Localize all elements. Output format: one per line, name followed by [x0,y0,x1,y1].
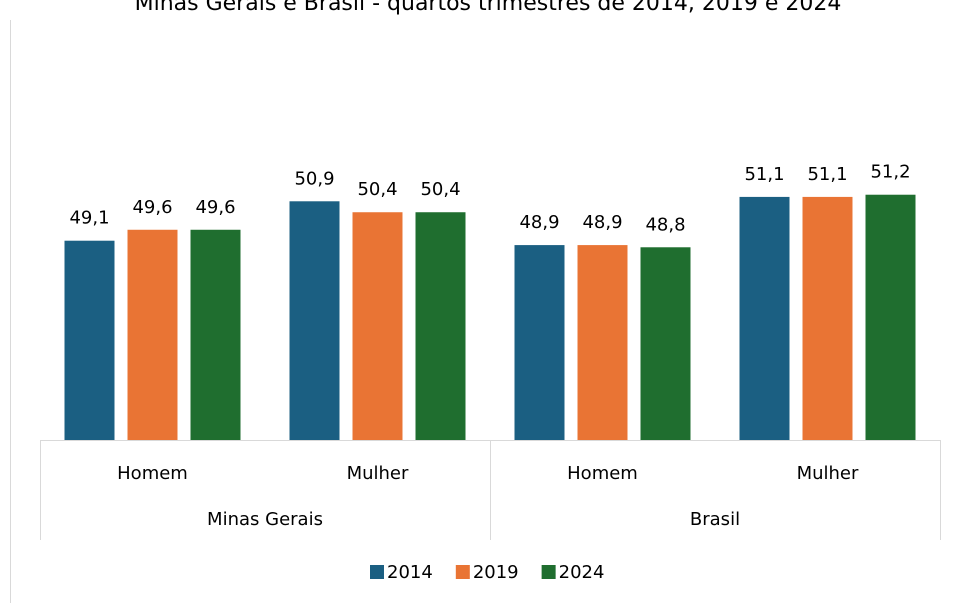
legend-swatch [541,565,556,579]
bar [865,194,916,440]
bar [577,245,628,440]
bar [289,201,340,440]
data-label: 48,9 [582,212,622,233]
bar [640,247,691,440]
data-label: 50,4 [357,179,397,200]
group-label: Minas Gerais [207,509,323,530]
bar [64,240,115,440]
legend-label: 2014 [387,562,433,583]
data-label: 49,6 [195,197,235,218]
bar [352,212,403,440]
x-tick-label: Mulher [797,463,859,484]
data-label: 51,1 [807,164,847,185]
chart-title: Minas Gerais e Brasil - quartos trimestr… [135,0,842,16]
bar [415,212,466,440]
x-tick-label: Homem [567,463,638,484]
bar [739,196,790,440]
data-label: 49,6 [132,197,172,218]
group-label: Brasil [690,509,740,530]
bar [190,229,241,440]
legend-label: 2024 [559,562,605,583]
data-label: 51,2 [870,162,910,183]
data-label: 50,4 [420,179,460,200]
data-label: 51,1 [744,164,784,185]
data-label: 50,9 [294,168,334,189]
legend-swatch [455,565,470,579]
legend-label: 2019 [473,562,519,583]
x-tick-label: Mulher [347,463,409,484]
bar [127,229,178,440]
bar [802,196,853,440]
data-label: 49,1 [69,208,109,229]
data-label: 48,9 [519,212,559,233]
bar [514,245,565,440]
x-tick-label: Homem [117,463,188,484]
legend-swatch [370,565,384,579]
data-label: 48,8 [645,214,685,235]
